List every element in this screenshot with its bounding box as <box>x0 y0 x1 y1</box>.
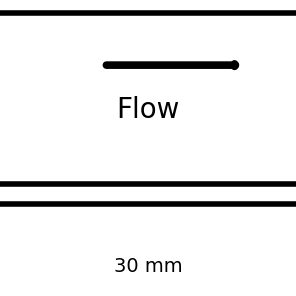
Text: Flow: Flow <box>116 96 180 123</box>
Text: 30 mm: 30 mm <box>114 257 182 276</box>
